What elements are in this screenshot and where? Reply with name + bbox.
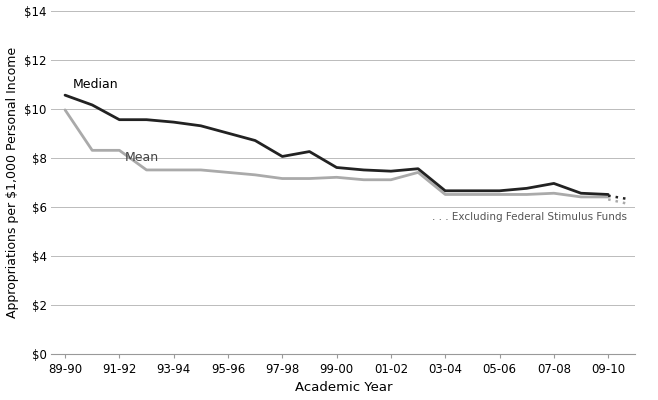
Y-axis label: Appropriations per $1,000 Personal Income: Appropriations per $1,000 Personal Incom… — [5, 47, 18, 318]
Text: Median: Median — [73, 78, 119, 91]
Text: . . . Excluding Federal Stimulus Funds: . . . Excluding Federal Stimulus Funds — [432, 212, 626, 222]
X-axis label: Academic Year: Academic Year — [295, 382, 392, 394]
Text: Mean: Mean — [125, 151, 159, 164]
